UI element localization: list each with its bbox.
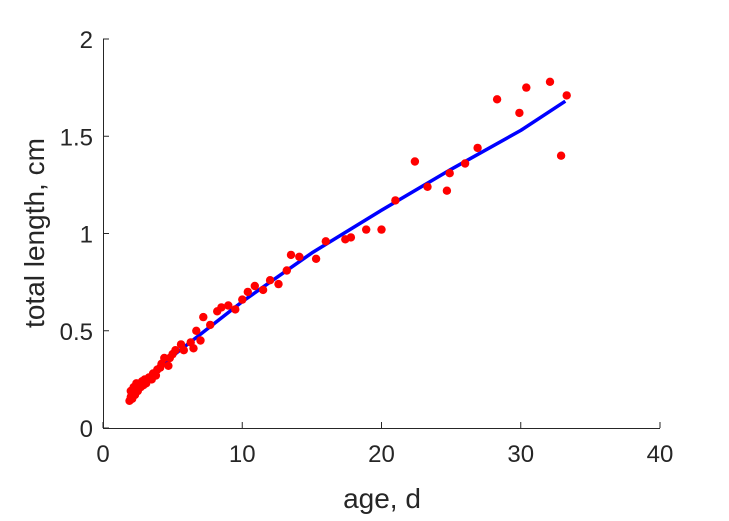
data-point [515,108,524,118]
data-point [286,250,296,260]
data-point [217,303,226,312]
y-tick-label: 0 [80,416,93,443]
data-point [321,237,330,246]
data-point [473,143,482,153]
data-point [258,285,268,295]
data-point [442,186,452,195]
data-point [562,91,571,100]
data-point [171,346,180,355]
data-point [265,276,275,285]
data-point [445,169,454,178]
x-axis-title: age, d [343,483,421,514]
data-point [274,279,283,289]
data-point [243,287,252,297]
data-point [423,182,432,191]
data-point [410,157,420,166]
fit-line [128,99,567,399]
data-point [224,301,233,310]
y-tick-label: 1.5 [60,124,93,151]
data-point [282,266,291,275]
data-point [199,312,208,322]
data-point [231,305,240,314]
y-tick-label: 0.5 [60,319,93,346]
axes: 0 10 20 30 40 0 0.5 1 1.5 2 [60,27,674,468]
y-tick-label: 2 [80,27,93,54]
x-tick-label: 20 [368,441,395,468]
data-point [556,151,566,160]
data-point [189,344,198,353]
data-point [206,320,215,330]
x-tick-label: 0 [96,441,109,468]
x-tick-label: 10 [229,441,256,468]
y-axis-title: total length, cm [19,138,50,328]
x-tick-label: 30 [507,441,534,468]
data-point [311,254,321,263]
data-point [545,77,555,87]
data-point [492,95,502,104]
data-point [460,159,470,168]
plot-area [125,77,571,405]
data-point [391,196,400,205]
data-point [196,336,205,345]
x-tick-label: 40 [647,441,674,468]
data-point [179,346,188,355]
data-point [295,252,304,261]
data-point [250,281,259,291]
data-point [192,326,201,335]
data-point [377,225,386,234]
data-point [522,83,531,92]
data-point [164,361,173,370]
data-point [238,295,247,304]
data-point [346,233,356,242]
y-tick-label: 1 [80,222,93,249]
data-point [362,225,371,234]
